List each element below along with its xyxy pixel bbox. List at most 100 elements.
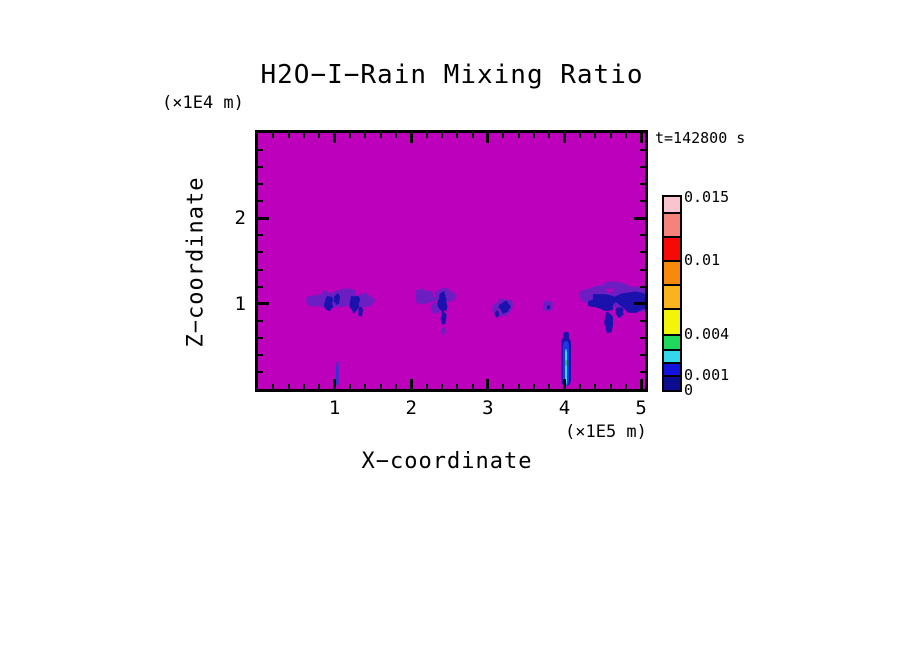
x-tick-label: 3 [482,397,494,419]
rain-feature-cluster-1 [349,296,361,314]
x-minor-tick [532,133,535,138]
z-minor-tick [258,166,263,169]
x-minor-tick [517,133,520,138]
x-minor-tick [594,384,597,389]
x-minor-tick [425,384,428,389]
x-minor-tick [578,384,581,389]
x-minor-tick [532,384,535,389]
x-minor-tick [440,384,443,389]
z-minor-tick [640,319,645,322]
x-minor-tick [272,384,275,389]
rain-feature-cluster-2 [437,290,448,312]
z-tick-label: 1 [234,292,246,315]
x-minor-tick [548,384,551,389]
z-minor-tick [258,370,263,373]
x-minor-tick [318,384,321,389]
colorbar-tick-label: 0 [684,381,694,399]
x-minor-tick [624,133,627,138]
x-tick-label: 1 [328,397,341,419]
x-major-tick [563,379,567,389]
z-minor-tick [258,353,263,356]
rain-feature-cluster-4 [542,300,554,312]
x-minor-tick [394,384,397,389]
x-minor-tick [502,133,505,138]
x-minor-tick [348,133,351,138]
z-minor-tick [258,183,263,186]
rain-feature-cluster-1 [333,293,341,306]
z-axis-unit-label: (×1E4 m) [162,93,244,113]
x-minor-tick [394,133,397,138]
x-tick-label: 2 [405,397,417,419]
x-minor-tick [272,133,275,138]
rain-feature-cluster-2 [415,288,438,304]
x-major-tick [409,133,413,143]
x-minor-tick [287,384,290,389]
x-minor-tick [456,133,459,138]
rain-feature-cluster-2 [430,302,442,314]
rain-feature-cluster-1 [358,307,364,317]
x-minor-tick [594,133,597,138]
z-major-tick [634,216,645,220]
x-major-tick [563,133,567,143]
x-axis-title: X−coordinate [361,449,533,474]
z-tick-label: 2 [234,207,246,230]
colorbar-segment [664,236,680,260]
x-minor-tick [471,384,474,389]
z-minor-tick [640,285,645,288]
rain-feature-rain-shaft [564,348,567,385]
rain-feature-rain-shaft [564,360,567,367]
z-minor-tick [258,251,263,254]
rain-feature-cluster-5 [604,310,614,335]
z-major-tick [258,216,269,220]
x-major-tick [333,133,337,143]
z-minor-tick [258,319,263,322]
colorbar-segment [664,284,680,308]
x-major-tick [639,133,643,143]
rain-feature-cluster-3 [494,310,500,318]
colorbar-segment [664,308,680,334]
x-tick-label: 4 [558,397,571,419]
x-major-tick [639,379,643,389]
x-minor-tick [456,384,459,389]
x-minor-tick [379,384,382,389]
rain-feature-cluster-5 [600,281,631,290]
colorbar-segment [664,349,680,362]
colorbar-segment [664,197,680,212]
colorbar-segment [664,212,680,236]
x-major-tick [409,379,413,389]
x-minor-tick [609,384,612,389]
z-minor-tick [640,166,645,169]
x-minor-tick [287,133,290,138]
chart-title: H2O−I−Rain Mixing Ratio [260,60,644,90]
x-minor-tick [379,133,382,138]
x-minor-tick [364,133,367,138]
rain-feature-cluster-1 [306,295,321,307]
z-minor-tick [640,149,645,152]
rain-feature-cluster-5 [615,307,624,318]
z-minor-tick [258,149,263,152]
x-major-tick [486,379,490,389]
z-minor-tick [640,183,645,186]
z-minor-tick [640,268,645,271]
x-minor-tick [548,133,551,138]
rain-feature-cluster-5 [641,294,645,310]
colorbar-segment [664,260,680,284]
x-tick-label: 5 [635,397,647,419]
colorbar-segment [664,375,680,390]
z-minor-tick [258,285,263,288]
z-minor-tick [640,234,645,237]
z-minor-tick [640,353,645,356]
x-minor-tick [302,133,305,138]
z-minor-tick [258,200,263,203]
x-minor-tick [517,384,520,389]
z-minor-tick [640,370,645,373]
colorbar [662,195,682,392]
x-minor-tick [318,133,321,138]
z-major-tick [258,302,269,306]
x-minor-tick [440,133,443,138]
z-minor-tick [640,251,645,254]
x-minor-tick [425,133,428,138]
time-label: t=142800 s [655,129,746,147]
x-minor-tick [609,133,612,138]
